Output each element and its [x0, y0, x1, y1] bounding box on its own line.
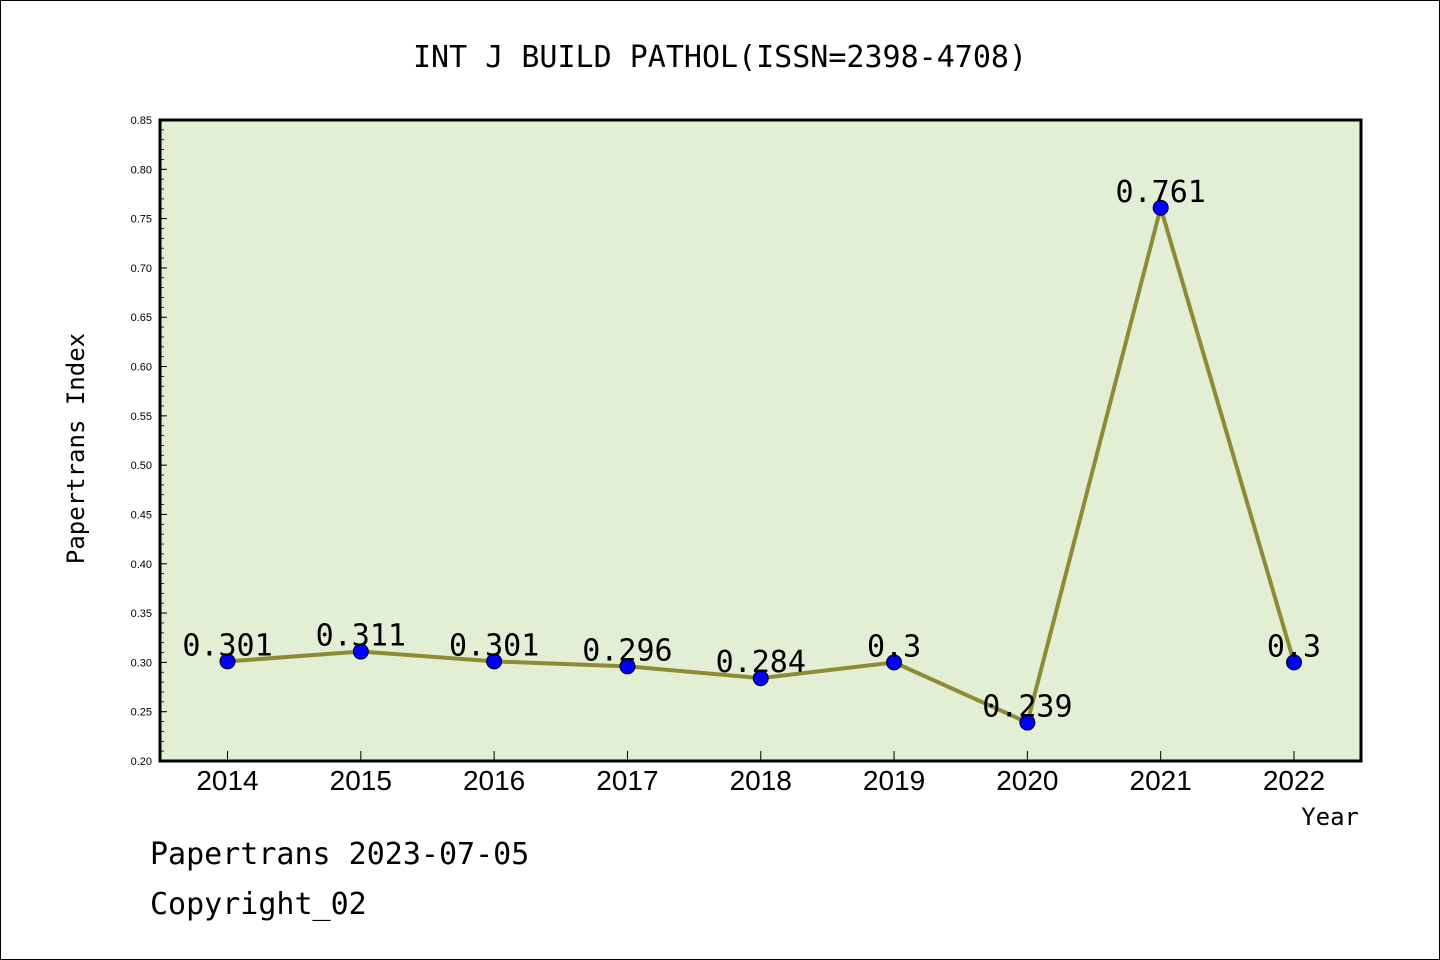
y-tick-label: 0.85 [131, 115, 152, 127]
y-tick-label: 0.45 [131, 509, 152, 521]
footer-date: Papertrans 2023-07-05 [150, 837, 529, 872]
y-tick-label: 0.50 [131, 460, 152, 472]
x-tick-label: 2021 [1130, 765, 1192, 796]
data-point [352, 643, 369, 660]
data-point [752, 670, 769, 687]
y-tick-label: 0.40 [131, 559, 152, 571]
data-label: 0.3 [1267, 629, 1321, 664]
y-tick-label: 0.60 [131, 362, 152, 374]
data-label: 0.3 [867, 629, 921, 664]
data-point [1286, 654, 1302, 671]
x-tick-label: 2020 [996, 765, 1058, 796]
x-tick-label: 2022 [1263, 765, 1325, 796]
data-label: 0.296 [582, 633, 672, 668]
y-tick-label: 0.30 [131, 657, 152, 669]
footer-copyright: Copyright_02 [150, 887, 367, 922]
chart-title: INT J BUILD PATHOL(ISSN=2398-4708) [413, 40, 1027, 75]
data-point [619, 658, 636, 675]
x-axis-label: Year [1301, 803, 1359, 831]
y-axis-label: Papertrans Index [62, 333, 90, 564]
x-tick-label: 2018 [730, 765, 792, 796]
data-point [886, 654, 903, 671]
data-label: 0.239 [982, 690, 1072, 725]
y-tick-label: 0.80 [131, 164, 152, 176]
y-tick-label: 0.25 [131, 707, 152, 719]
y-tick-label: 0.55 [131, 411, 152, 423]
data-label: 0.311 [316, 619, 406, 654]
data-label: 0.301 [182, 628, 272, 663]
data-point [1019, 714, 1036, 731]
data-point [486, 653, 503, 670]
y-tick-label: 0.70 [131, 263, 152, 275]
data-label: 0.761 [1116, 175, 1206, 210]
x-tick-label: 2015 [330, 765, 392, 796]
series-group: 0.301 0.311 0.301 0.296 0.284 0.3 0.239 0.761 0.… [182, 175, 1321, 731]
y-tick-label: 0.35 [131, 608, 152, 620]
y-tick-label: 0.65 [131, 312, 152, 324]
x-tick-label: 2014 [196, 765, 258, 796]
y-tick-label: 0.75 [131, 214, 152, 226]
y-tick-label: 0.20 [131, 756, 152, 768]
data-point [219, 653, 236, 670]
data-label: 0.301 [449, 628, 539, 663]
x-tick-label: 2019 [863, 765, 925, 796]
x-tick-label: 2017 [596, 765, 658, 796]
data-point [1152, 199, 1169, 216]
data-label: 0.284 [716, 645, 806, 680]
x-axis: 2014 2015 2016 2017 2018 2019 2020 2021 2022 [196, 751, 1325, 796]
x-tick-label: 2016 [463, 765, 525, 796]
y-axis: 0.20 0.25 0.30 0.35 0.40 0.45 0.50 0.55 0.60 0.65… [131, 115, 167, 768]
